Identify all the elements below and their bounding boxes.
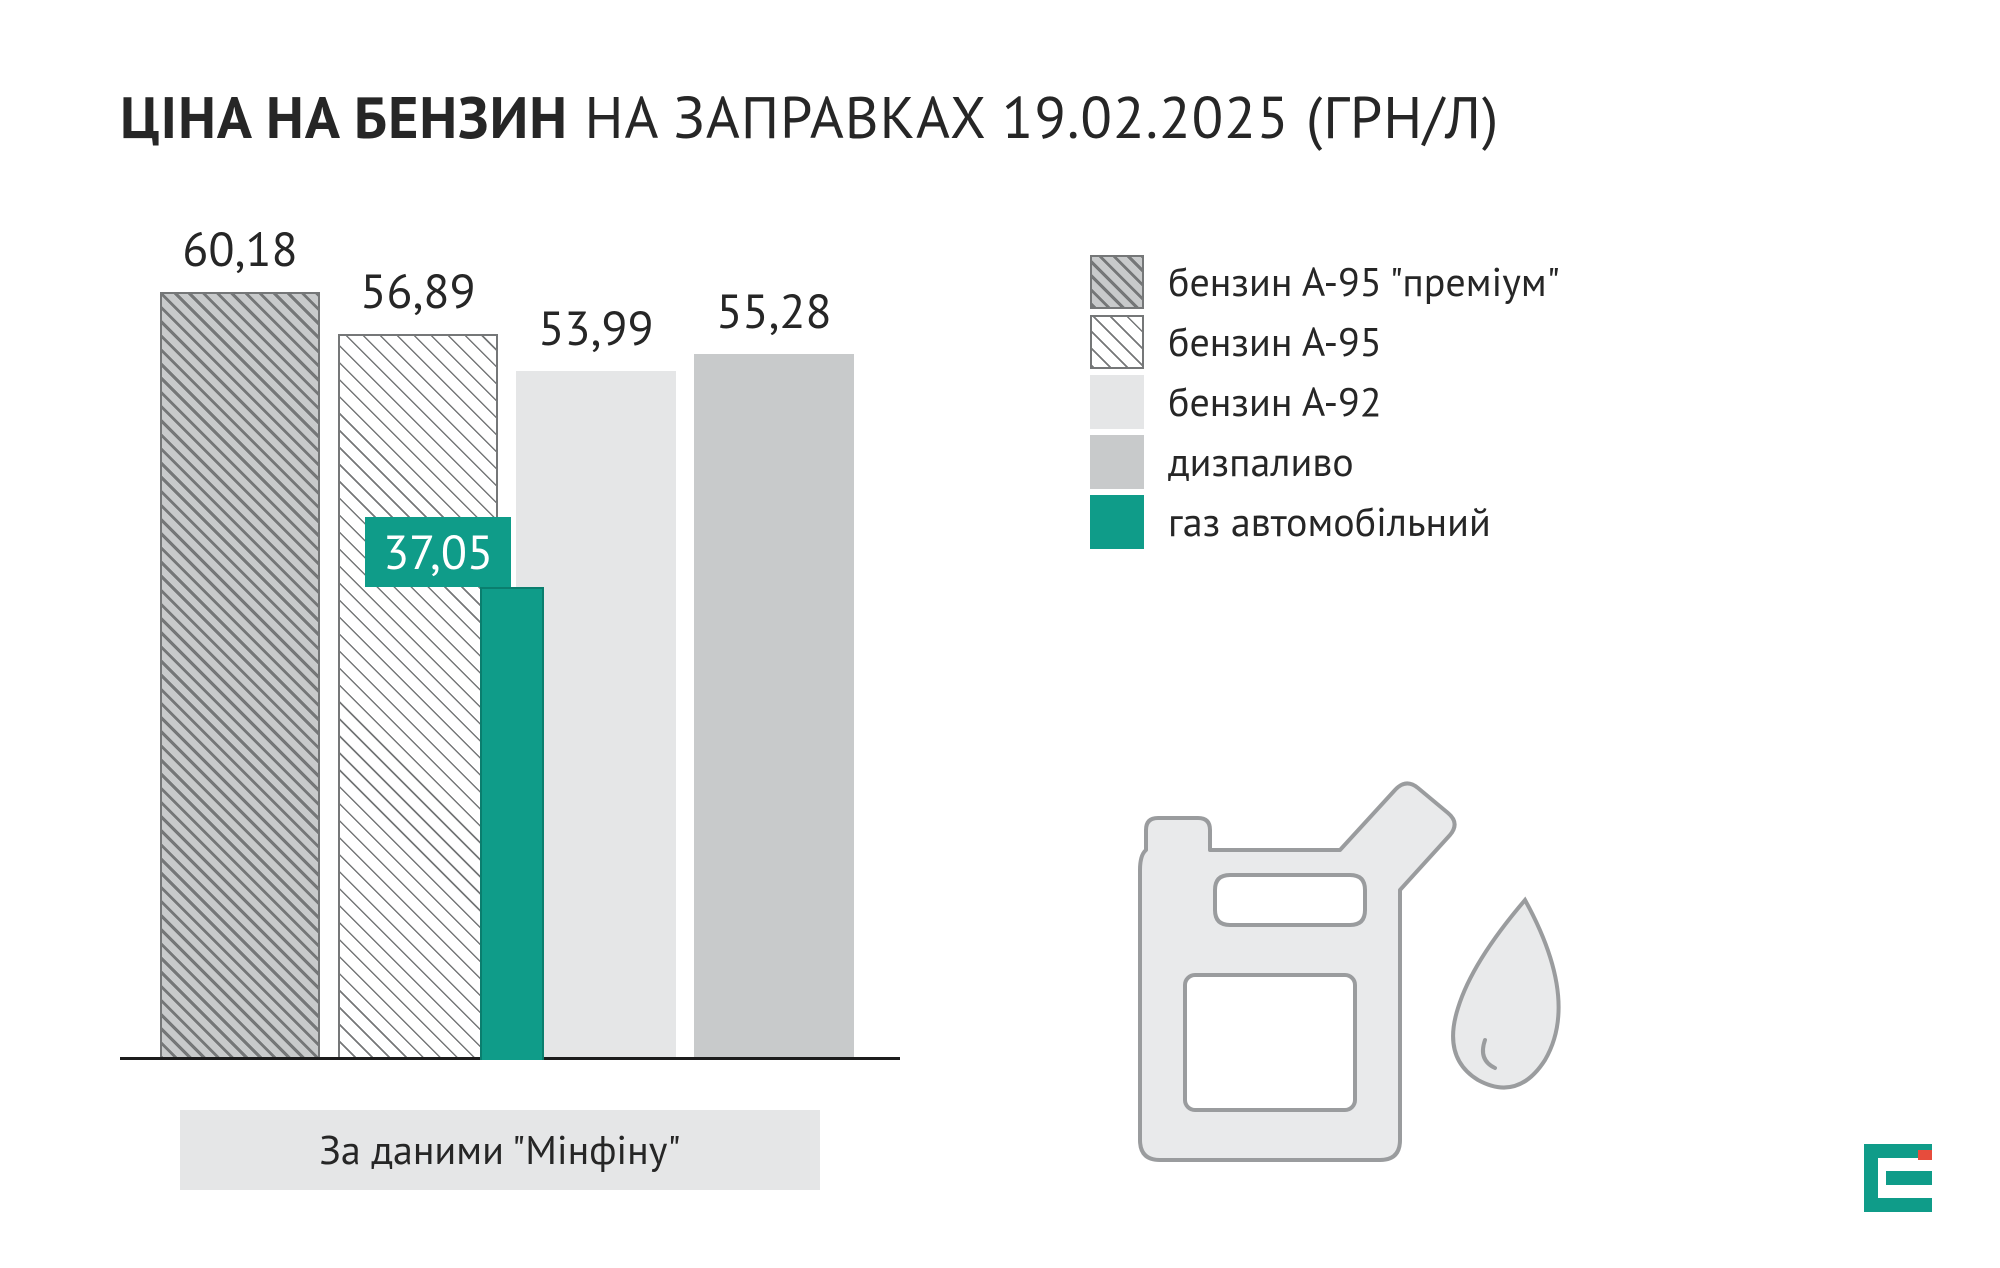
legend-swatch: [1090, 255, 1144, 309]
jerrycan-icon: [1080, 740, 1600, 1170]
legend-swatch: [1090, 435, 1144, 489]
legend-label: бензин А-95: [1168, 315, 1382, 369]
legend-swatch: [1090, 495, 1144, 549]
bar-chart: 60,1856,8953,9955,28 37,05: [120, 230, 900, 1060]
legend-row: бензин А-92: [1090, 375, 1560, 429]
overlay-bar: [480, 587, 544, 1060]
bar-value-label: 55,28: [716, 280, 831, 342]
legend-row: газ автомобільний: [1090, 495, 1560, 549]
bar-rect: [160, 292, 320, 1060]
bar: 55,28: [694, 354, 854, 1060]
legend-row: бензин А-95 "преміум": [1090, 255, 1560, 309]
source-box: За даними "Мінфіну": [180, 1110, 820, 1190]
overlay-value-label: 37,05: [365, 517, 511, 587]
title-light: НА ЗАПРАВКАХ 19.02.2025 (ГРН/Л): [585, 80, 1500, 155]
page-title: ЦІНА НА БЕНЗИН НА ЗАПРАВКАХ 19.02.2025 (…: [120, 80, 1499, 155]
legend-row: бензин А-95: [1090, 315, 1560, 369]
legend-label: бензин А-95 "преміум": [1168, 255, 1560, 309]
bar-value-label: 56,89: [360, 260, 475, 322]
legend-row: дизпаливо: [1090, 435, 1560, 489]
bar: 60,18: [160, 292, 320, 1060]
legend-label: газ автомобільний: [1168, 495, 1491, 549]
legend-label: дизпаливо: [1168, 435, 1354, 489]
brand-logo-icon: [1856, 1136, 1940, 1220]
bar-rect: [694, 354, 854, 1060]
bar-rect: [338, 334, 498, 1060]
legend-swatch: [1090, 375, 1144, 429]
legend-swatch: [1090, 315, 1144, 369]
bar-value-label: 53,99: [538, 297, 653, 359]
title-bold: ЦІНА НА БЕНЗИН: [120, 80, 568, 155]
bar: 56,89: [338, 334, 498, 1060]
legend: бензин А-95 "преміум" бензин А-95 бензин А…: [1090, 255, 1560, 555]
source-text: За даними "Мінфіну": [319, 1124, 681, 1176]
bar-value-label: 60,18: [182, 218, 297, 280]
legend-label: бензин А-92: [1168, 375, 1382, 429]
